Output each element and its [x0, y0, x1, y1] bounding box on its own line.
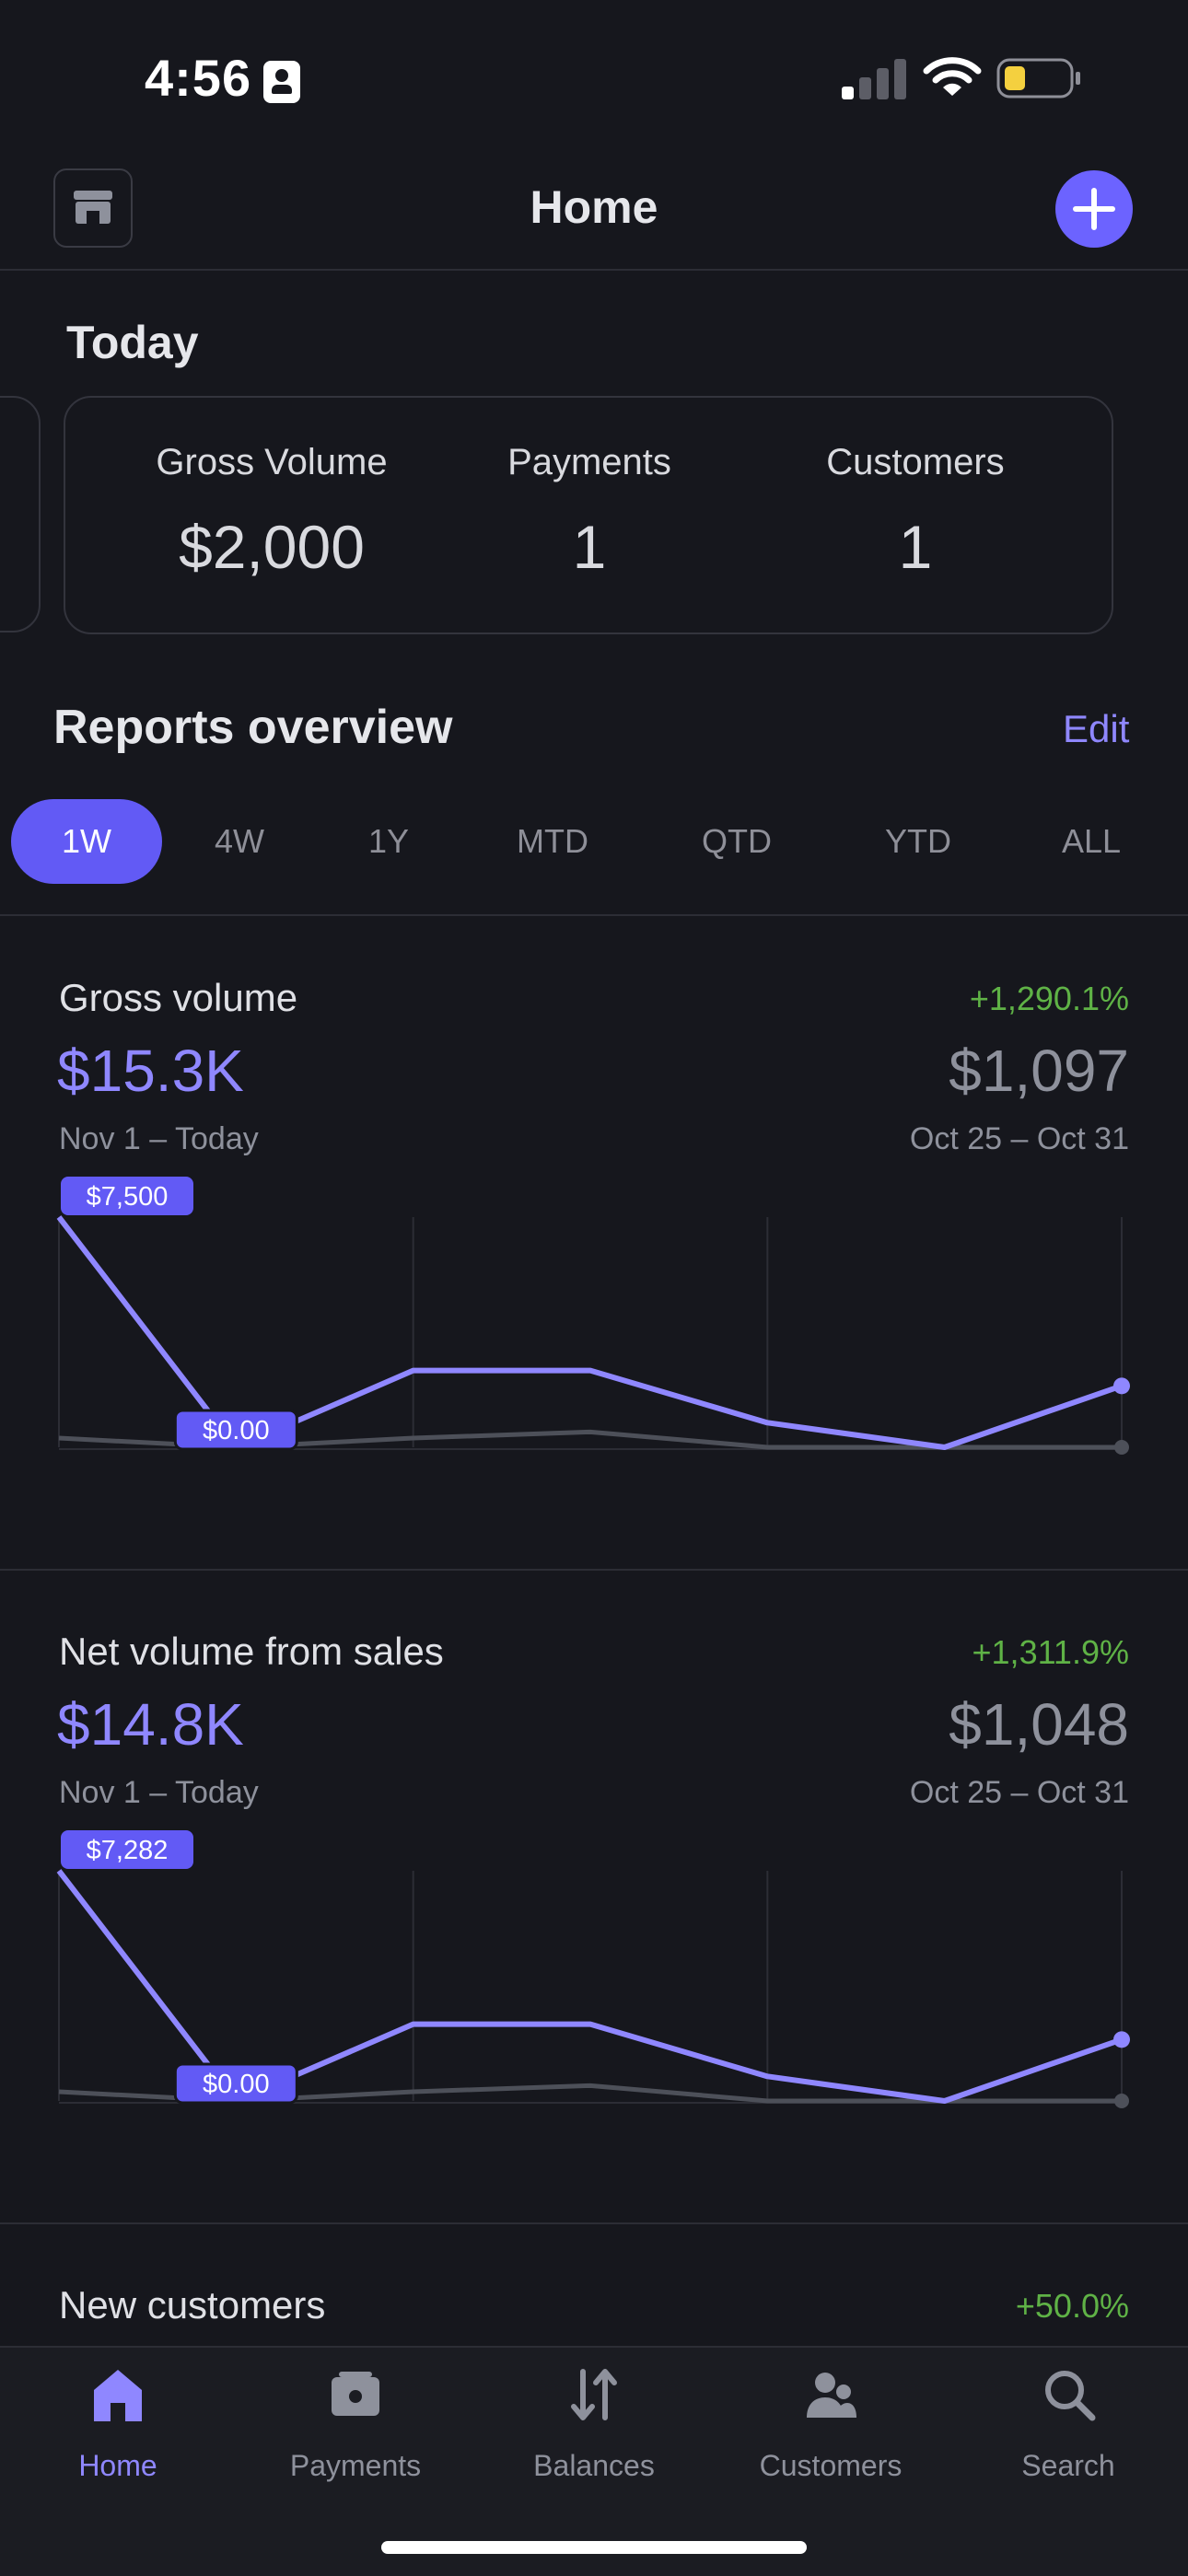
gross-volume-value: $15.3K — [57, 1038, 244, 1104]
tab-1w[interactable]: 1W — [11, 799, 162, 884]
stat-value: 1 — [572, 513, 607, 581]
net-volume-previous-value: $1,048 — [949, 1691, 1129, 1758]
stat-label: Payments — [507, 442, 671, 482]
min-label-text: $0.00 — [203, 1416, 270, 1445]
nav-payments[interactable]: Payments — [263, 2364, 448, 2493]
tab-qtd[interactable]: QTD — [702, 822, 772, 860]
nav-home[interactable]: Home — [26, 2364, 210, 2493]
wallet-icon — [332, 2372, 379, 2416]
wifi-icon — [923, 57, 982, 96]
net-volume-previous-range: Oct 25 – Oct 31 — [909, 1775, 1129, 1810]
net-volume-value: $14.8K — [57, 1691, 244, 1758]
metric-divider — [0, 2222, 1188, 2224]
previous-summary-card[interactable] — [0, 396, 41, 632]
max-label-text: $7,500 — [87, 1182, 169, 1212]
page-title: Home — [530, 181, 658, 233]
store-icon — [74, 191, 112, 224]
stat-label: Customers — [826, 442, 1005, 482]
home-icon — [94, 2370, 142, 2421]
min-label-background — [173, 2062, 298, 2105]
home-indicator — [381, 2541, 807, 2554]
nav-customers[interactable]: Customers — [739, 2364, 923, 2493]
max-value-label: $7,500 — [61, 1177, 193, 1215]
status-time: 4:56 — [145, 49, 252, 107]
search-icon — [1045, 2371, 1096, 2421]
today-summary-card[interactable]: Gross Volume $2,000 Payments 1 Customers… — [64, 396, 1113, 634]
min-value-label: $0.00 — [173, 2062, 298, 2105]
net-volume-title: Net volume from sales — [59, 1630, 444, 1673]
stat-value: 1 — [898, 513, 933, 581]
tab-mtd[interactable]: MTD — [517, 822, 588, 860]
max-label-background — [61, 1830, 193, 1869]
store-switcher-button[interactable] — [53, 168, 133, 248]
tab-all[interactable]: ALL — [1061, 822, 1122, 860]
tabs-divider — [0, 914, 1188, 916]
edit-button[interactable]: Edit — [1063, 707, 1130, 750]
current-period-end-point — [1113, 1377, 1130, 1395]
previous-period-end-point — [1114, 2094, 1129, 2108]
arrows-icon — [571, 2369, 617, 2420]
max-label-text: $7,282 — [87, 1836, 169, 1865]
tab-ytd[interactable]: YTD — [885, 822, 951, 860]
gross-volume-range: Nov 1 – Today — [59, 1121, 259, 1156]
reports-heading: Reports overview — [53, 701, 453, 754]
min-label-text: $0.00 — [203, 2070, 270, 2099]
nav-label: Balances — [533, 2449, 655, 2482]
min-value-label: $0.00 — [173, 1409, 298, 1451]
tab-1y[interactable]: 1Y — [367, 822, 410, 860]
nav-balances[interactable]: Balances — [502, 2364, 686, 2493]
gross-volume-chart[interactable]: $7,500 $0.00 — [0, 1169, 1188, 1482]
header-divider — [0, 269, 1188, 271]
nav-search[interactable]: Search — [976, 2364, 1160, 2493]
customers-icon — [807, 2373, 856, 2418]
gross-volume-change: +1,290.1% — [969, 980, 1129, 1017]
min-label-background — [173, 1409, 298, 1451]
nav-label: Search — [1021, 2449, 1115, 2482]
gross-volume-previous-range: Oct 25 – Oct 31 — [909, 1121, 1129, 1156]
max-value-label: $7,282 — [61, 1830, 193, 1869]
plus-icon — [1073, 188, 1115, 230]
gross-volume-title: Gross volume — [59, 976, 298, 1019]
contact-badge-icon — [263, 61, 300, 103]
new-customers-change: +50.0% — [1015, 2287, 1129, 2325]
nav-label: Customers — [759, 2449, 903, 2482]
stat-label: Gross Volume — [156, 442, 388, 482]
battery-icon — [996, 58, 1080, 99]
today-heading: Today — [66, 317, 199, 368]
add-button[interactable] — [1055, 170, 1133, 248]
net-volume-range: Nov 1 – Today — [59, 1775, 259, 1810]
stat-value: $2,000 — [179, 513, 365, 581]
previous-period-end-point — [1114, 1440, 1129, 1455]
net-volume-change: +1,311.9% — [972, 1633, 1129, 1671]
metric-divider — [0, 1569, 1188, 1571]
current-period-end-point — [1113, 2031, 1130, 2048]
gross-volume-previous-value: $1,097 — [949, 1038, 1129, 1104]
net-volume-chart[interactable]: $7,282 $0.00 — [0, 1823, 1188, 2136]
new-customers-title: New customers — [59, 2283, 326, 2327]
nav-label: Home — [78, 2449, 157, 2482]
nav-label: Payments — [289, 2449, 422, 2482]
tab-4w[interactable]: 4W — [215, 822, 264, 860]
max-label-background — [61, 1177, 193, 1215]
cellular-signal-icon — [842, 59, 906, 99]
